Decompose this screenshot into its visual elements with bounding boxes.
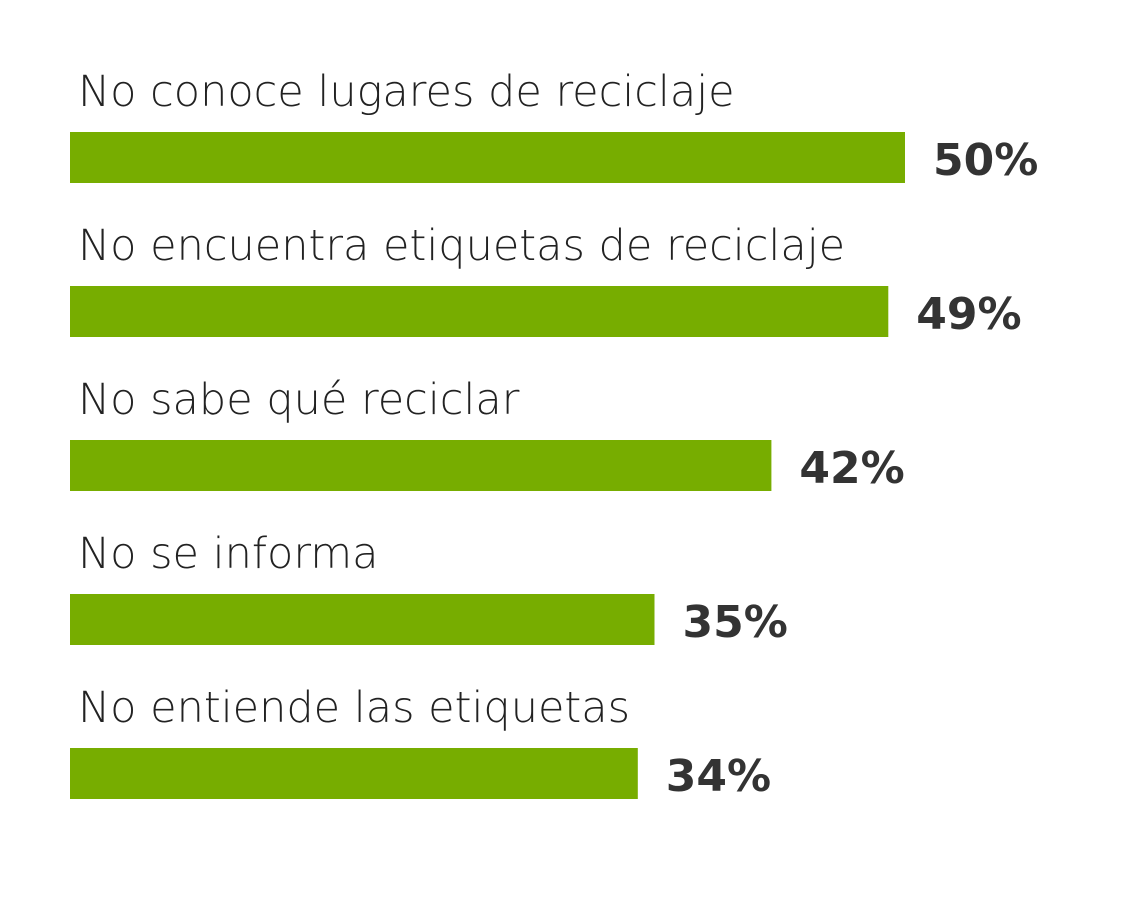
category-label: No encuentra etiquetas de reciclaje (78, 221, 845, 271)
value-label: 34% (666, 751, 771, 802)
value-label: 50% (933, 135, 1038, 186)
bar (70, 594, 655, 645)
bar (70, 748, 638, 799)
bar (70, 286, 889, 337)
category-label: No sabe qué reciclar (78, 375, 520, 425)
category-label: No se informa (78, 529, 378, 579)
value-label: 35% (683, 597, 788, 648)
value-label: 42% (799, 443, 904, 494)
value-label: 49% (916, 289, 1021, 340)
category-label: No conoce lugares de reciclaje (78, 67, 735, 117)
bar (70, 440, 772, 491)
category-label: No entiende las etiquetas (78, 683, 630, 733)
bar (70, 132, 905, 183)
